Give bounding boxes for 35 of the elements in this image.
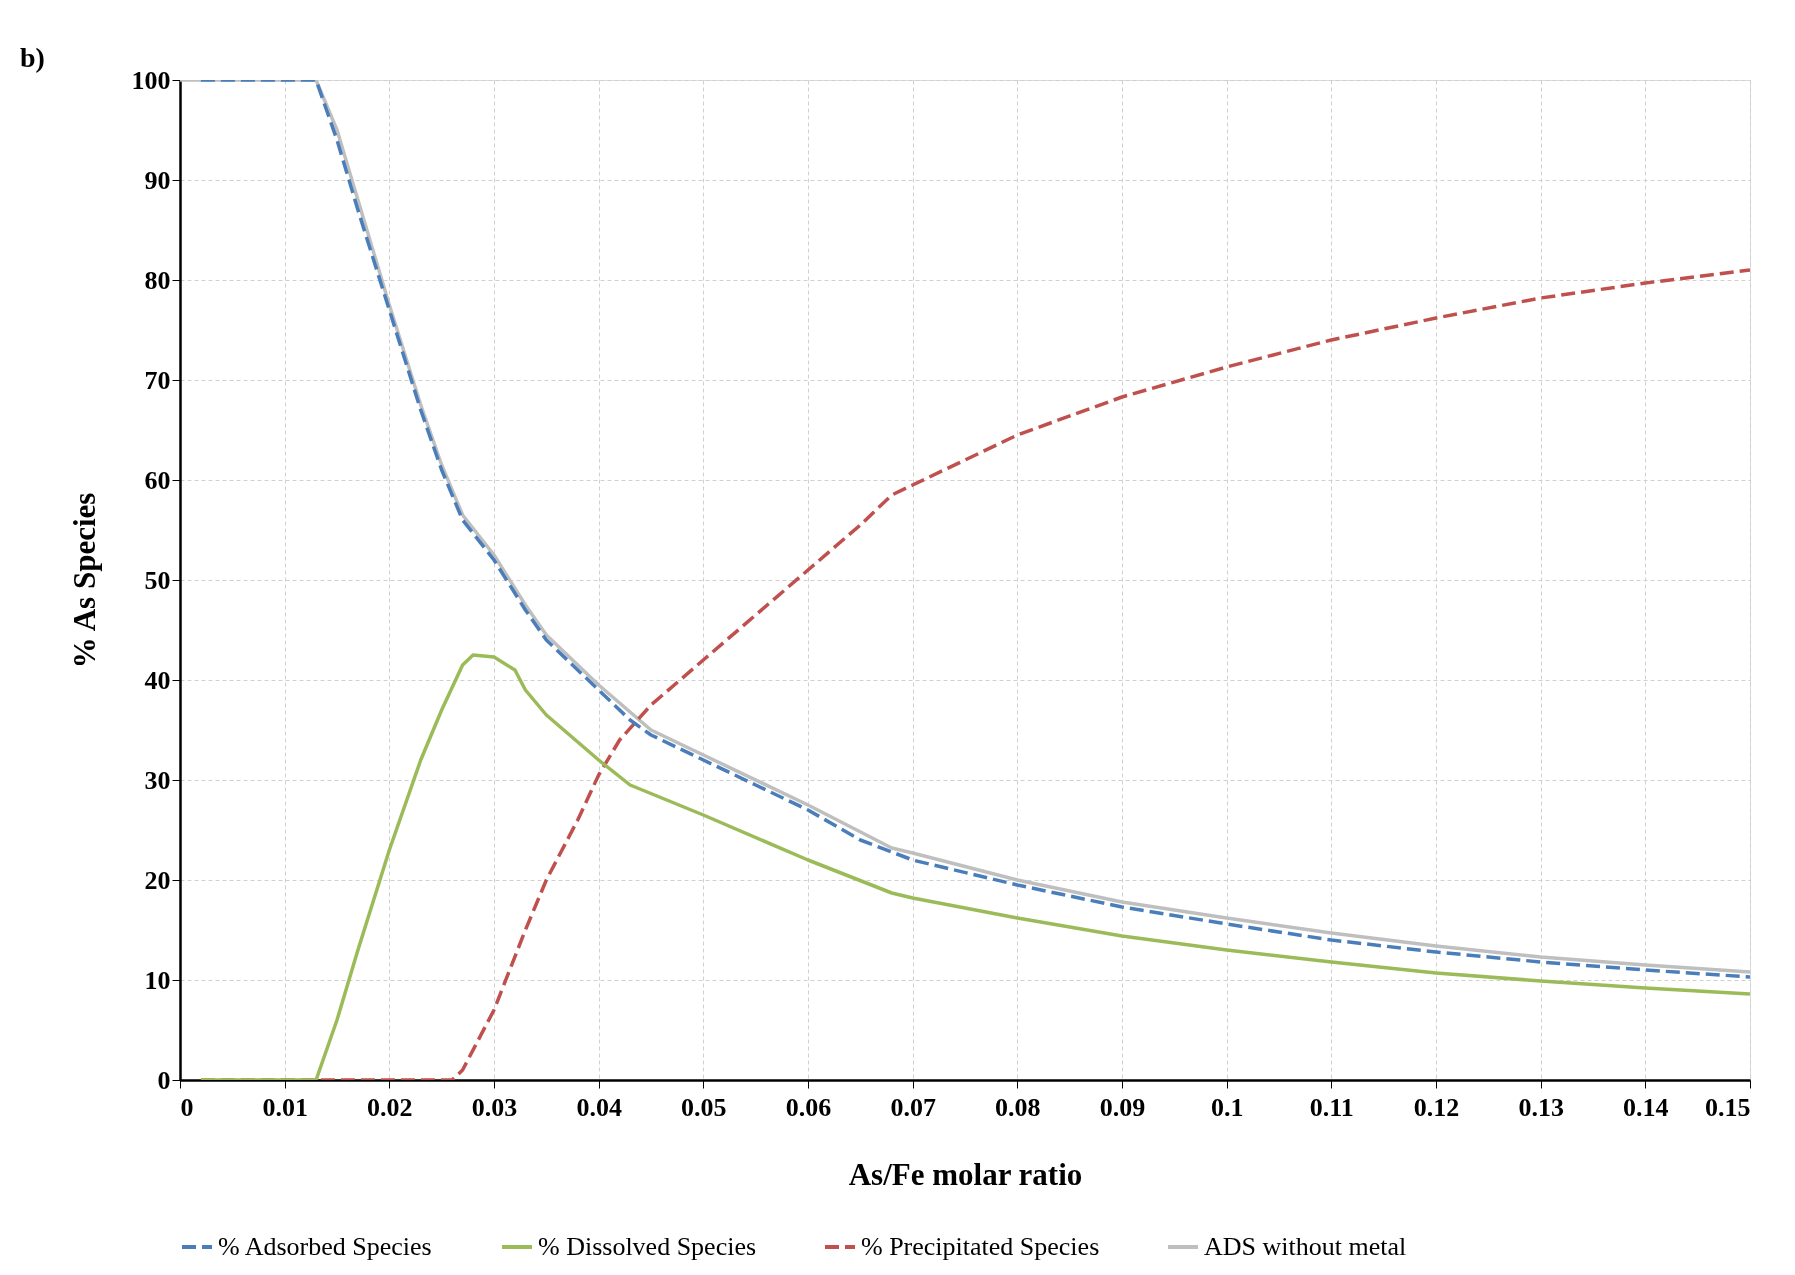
x-tick-label: 0.13 <box>1518 1092 1564 1122</box>
y-tick-label: 50 <box>144 565 171 595</box>
y-tick-label: 70 <box>144 365 171 395</box>
x-tick-label: 0.09 <box>1099 1092 1146 1122</box>
x-axis-title: As/Fe molar ratio <box>848 1156 1083 1192</box>
x-tick-label: 0.06 <box>785 1092 832 1122</box>
legend-label: ADS without metal <box>1204 1232 1407 1261</box>
y-tick-label: 40 <box>144 665 171 695</box>
y-tick-label: 100 <box>131 65 171 95</box>
x-tick-label: 0.15 <box>1705 1092 1751 1122</box>
y-axis-title: % As Species <box>66 492 102 669</box>
x-tick-label: 0.04 <box>576 1092 622 1122</box>
legend-label: % Precipitated Species <box>861 1232 1100 1261</box>
line-series <box>199 653 1750 1080</box>
legend-label: % Dissolved Species <box>538 1232 757 1261</box>
y-tick-label: 30 <box>144 765 171 795</box>
y-tick-label: 10 <box>144 965 171 995</box>
x-tick-label: 0.12 <box>1413 1092 1460 1122</box>
text: b) <box>20 42 45 73</box>
legend-label: % Adsorbed Species <box>218 1232 432 1261</box>
y-tick-label: 60 <box>144 465 171 495</box>
x-tick-label: 0 <box>180 1092 194 1122</box>
x-tick-label: 0.14 <box>1623 1092 1669 1122</box>
x-tick-label: 0.03 <box>471 1092 518 1122</box>
x-tick-label: 0.05 <box>681 1092 727 1122</box>
y-tick-label: 0 <box>157 1065 171 1095</box>
x-tick-label: 0.11 <box>1309 1092 1354 1122</box>
x-tick-label: 0.01 <box>262 1092 308 1122</box>
y-tick-label: 80 <box>144 265 171 295</box>
x-tick-label: 0.1 <box>1210 1092 1244 1122</box>
y-tick-label: 20 <box>144 865 171 895</box>
x-tick-label: 0.02 <box>367 1092 413 1122</box>
x-tick-label: 0.08 <box>995 1092 1041 1122</box>
y-tick-label: 90 <box>144 165 171 195</box>
x-tick-label: 0.07 <box>890 1092 936 1122</box>
